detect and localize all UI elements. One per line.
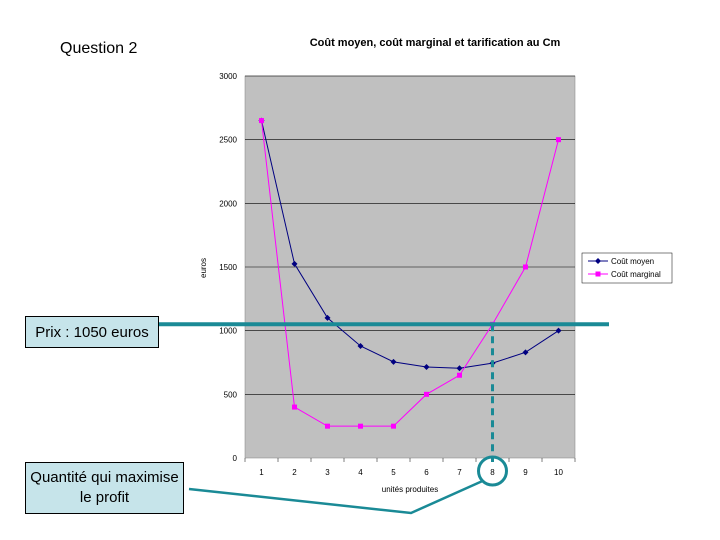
data-point <box>523 264 528 270</box>
data-point <box>556 137 561 143</box>
y-axis-label: euros <box>199 258 208 278</box>
chart-title: Coût moyen, coût marginal et tarificatio… <box>309 37 561 49</box>
data-point <box>358 423 363 429</box>
data-point <box>390 358 397 365</box>
x-tick-label: 10 <box>554 468 563 477</box>
quantity-connector <box>188 479 484 515</box>
data-point <box>291 260 298 267</box>
x-tick-label: 5 <box>391 468 396 477</box>
legend-marker <box>595 271 601 277</box>
price-box: Prix : 1050 euros <box>25 316 159 348</box>
y-tick-label: 2000 <box>219 199 237 208</box>
data-point <box>424 391 429 397</box>
data-point <box>391 423 396 429</box>
x-tick-label: 4 <box>358 468 363 477</box>
y-tick-label: 1500 <box>219 263 237 272</box>
data-point <box>357 342 364 349</box>
x-tick-label: 3 <box>325 468 330 477</box>
y-tick-label: 0 <box>233 454 238 463</box>
data-point <box>325 423 330 429</box>
x-tick-label: 7 <box>457 468 462 477</box>
data-point <box>457 372 462 378</box>
data-point <box>522 349 529 356</box>
x-tick-label: 8 <box>490 468 495 477</box>
x-tick-label: 2 <box>292 468 297 477</box>
data-point <box>292 404 297 410</box>
slide-title: Question 2 <box>60 40 138 57</box>
series-line-cout-moyen <box>261 120 559 369</box>
data-point <box>259 118 264 124</box>
legend-box <box>581 252 673 284</box>
y-tick-label: 2500 <box>219 136 237 145</box>
x-tick-label: 6 <box>424 468 429 477</box>
x-axis-label: unités produites <box>382 485 438 494</box>
legend: Coût moyen Coût marginal <box>581 252 673 284</box>
y-tick-label: 3000 <box>219 72 237 81</box>
x-tick-label: 9 <box>523 468 528 477</box>
data-point <box>423 363 430 370</box>
legend-marker <box>595 258 601 264</box>
y-tick-label: 500 <box>224 390 238 399</box>
data-point <box>456 365 463 372</box>
optimal-quantity-circle <box>477 455 508 487</box>
legend-label: Coût marginal <box>611 270 661 279</box>
x-tick-label: 1 <box>259 468 264 477</box>
data-point <box>555 327 562 334</box>
legend-label: Coût moyen <box>611 257 654 266</box>
quantity-box: Quantité qui maximise le profit <box>25 462 184 514</box>
data-point <box>324 314 331 321</box>
y-tick-label: 1000 <box>219 327 237 336</box>
series-line-cout-marginal <box>261 120 559 427</box>
